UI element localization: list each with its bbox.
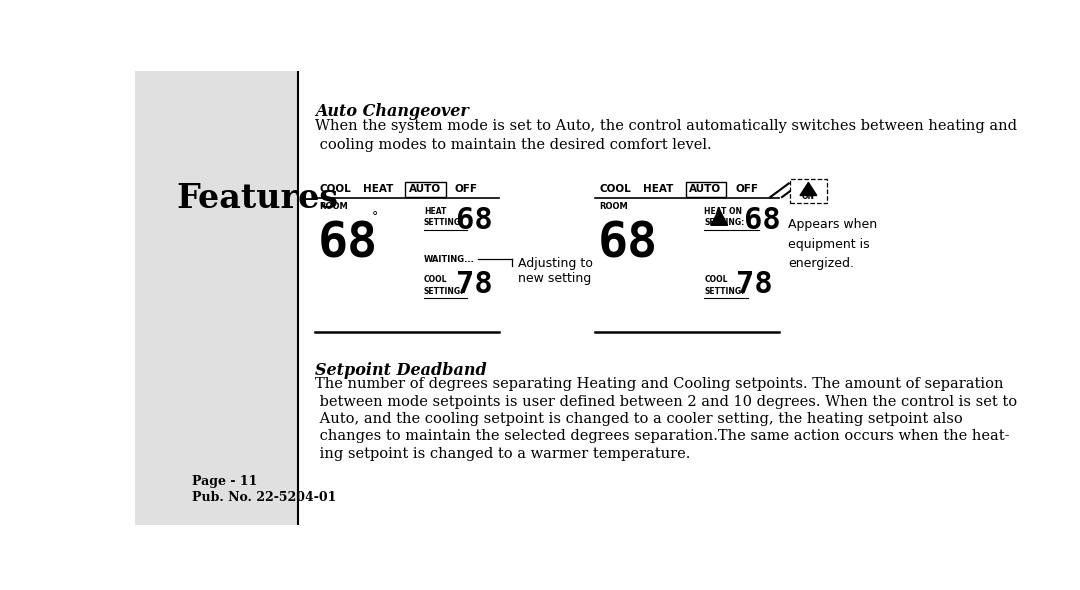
Text: SETTING:: SETTING: (423, 287, 464, 296)
Text: cooling modes to maintain the desired comfort level.: cooling modes to maintain the desired co… (315, 137, 712, 152)
Text: Pub. No. 22-5204-01: Pub. No. 22-5204-01 (192, 491, 336, 504)
Text: COOL: COOL (320, 184, 351, 194)
Text: WAITING...: WAITING... (423, 255, 474, 264)
Text: When the system mode is set to Auto, the control automatically switches between : When the system mode is set to Auto, the… (315, 119, 1017, 133)
Text: 68: 68 (598, 219, 658, 267)
Text: COOL: COOL (423, 275, 447, 284)
Text: 68: 68 (456, 206, 492, 235)
Text: COOL: COOL (599, 184, 632, 194)
Text: 68: 68 (318, 219, 378, 267)
Text: 78: 78 (456, 270, 492, 299)
Text: Setpoint Deadband: Setpoint Deadband (315, 362, 487, 379)
Bar (405, 182, 446, 197)
Text: The number of degrees separating Heating and Cooling setpoints. The amount of se: The number of degrees separating Heating… (315, 378, 1003, 391)
Text: 78: 78 (735, 270, 772, 299)
Text: AUTO: AUTO (689, 184, 721, 194)
Text: Page - 11: Page - 11 (192, 476, 257, 489)
Text: SETTING:: SETTING: (704, 218, 744, 228)
Text: Auto, and the cooling setpoint is changed to a cooler setting, the heating setpo: Auto, and the cooling setpoint is change… (315, 412, 962, 426)
Text: SETTING:: SETTING: (704, 287, 744, 296)
Text: ROOM: ROOM (599, 202, 629, 211)
Text: Features: Features (177, 182, 339, 215)
Text: OFF: OFF (455, 184, 477, 194)
Text: HEAT: HEAT (363, 184, 393, 194)
Text: HEAT ON: HEAT ON (704, 207, 742, 216)
Text: Auto Changeover: Auto Changeover (315, 103, 469, 120)
Text: between mode setpoints is user defined between 2 and 10 degrees. When the contro: between mode setpoints is user defined b… (315, 395, 1017, 409)
Text: AUTO: AUTO (408, 184, 441, 194)
Bar (686, 182, 726, 197)
Text: changes to maintain the selected degrees separation.The same action occurs when : changes to maintain the selected degrees… (315, 430, 1010, 443)
Text: ON: ON (801, 192, 815, 201)
Text: Appears when: Appears when (788, 218, 877, 231)
Text: energized.: energized. (788, 257, 854, 270)
Text: HEAT: HEAT (643, 184, 674, 194)
Text: equipment is: equipment is (788, 238, 869, 251)
Text: 68: 68 (744, 206, 781, 235)
Bar (789, 179, 827, 202)
Text: HEAT: HEAT (423, 207, 446, 216)
Bar (135, 71, 298, 525)
Text: °: ° (372, 209, 378, 222)
Polygon shape (711, 209, 728, 225)
Text: new setting: new setting (517, 272, 591, 285)
Text: SETTING:: SETTING: (423, 218, 464, 228)
Text: ing setpoint is changed to a warmer temperature.: ing setpoint is changed to a warmer temp… (315, 447, 690, 461)
Text: ROOM: ROOM (320, 202, 348, 211)
Text: OFF: OFF (735, 184, 758, 194)
Polygon shape (800, 182, 816, 195)
Text: COOL: COOL (704, 275, 728, 284)
Text: Adjusting to: Adjusting to (517, 257, 593, 270)
